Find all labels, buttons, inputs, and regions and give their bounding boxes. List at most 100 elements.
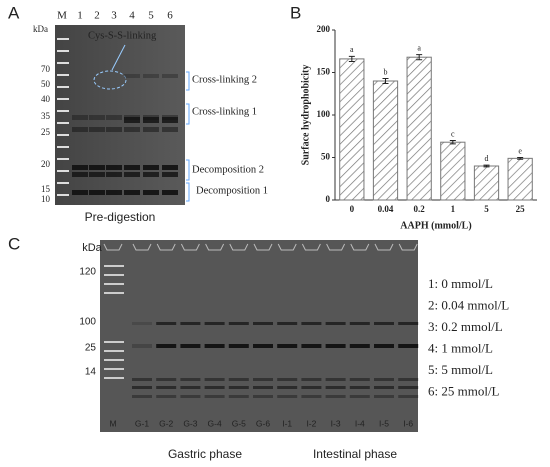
lane-label: 1 (77, 10, 83, 22)
lane-label: I-4 (355, 418, 365, 428)
marker-label: 50 (41, 79, 51, 89)
lane-label: 2 (94, 10, 100, 22)
band (180, 378, 201, 381)
band (132, 344, 152, 348)
legend-entry: 1: 0 mmol/L (428, 276, 493, 291)
annotation: Cross-linking 1 (192, 106, 257, 117)
ladder-band (104, 265, 124, 267)
band (253, 378, 273, 381)
band (72, 190, 88, 195)
band (228, 378, 249, 381)
ladder-band (57, 98, 69, 100)
arrow (111, 44, 126, 71)
band (349, 395, 370, 398)
band (398, 378, 419, 381)
band (124, 117, 140, 123)
band (156, 386, 177, 389)
bar (372, 80, 399, 201)
legend-entry: 3: 0.2 mmol/L (428, 319, 503, 334)
band (106, 165, 122, 170)
well (205, 243, 225, 251)
band (89, 165, 105, 170)
band (124, 127, 140, 132)
band (277, 395, 298, 398)
band (156, 344, 177, 348)
band (143, 117, 159, 123)
band (277, 322, 298, 325)
error-bar (483, 164, 490, 168)
band (72, 165, 88, 170)
band (156, 322, 177, 325)
ladder-band (57, 182, 69, 184)
lane-label: G-3 (183, 418, 197, 428)
bar (507, 157, 533, 201)
y-tick-label: 50 (321, 152, 331, 162)
lane-label: G-5 (232, 418, 246, 428)
phase-label: Intestinal phase (313, 447, 397, 461)
y-tick-label: 0 (326, 194, 331, 204)
band (204, 344, 225, 348)
band (132, 395, 152, 398)
band (228, 395, 249, 398)
marker-label: 35 (41, 111, 51, 121)
y-axis-title: Surface hydrophobicity (300, 65, 311, 166)
x-tick-label: 25 (516, 204, 526, 214)
band (253, 344, 273, 348)
ladder-band (57, 122, 69, 124)
x-tick-label: 0.2 (414, 204, 426, 214)
band (253, 322, 273, 325)
band (228, 322, 249, 325)
significance-letter: e (518, 146, 522, 155)
band (349, 322, 370, 325)
x-tick-label: 5 (484, 204, 489, 214)
marker-label: 40 (41, 94, 51, 104)
significance-letter: d (485, 154, 489, 163)
ladder-band (57, 74, 69, 76)
lane-label: 6 (167, 10, 173, 22)
ladder-band (57, 134, 69, 136)
y-tick-label: 150 (317, 67, 331, 77)
lane-label: I-3 (331, 418, 341, 428)
ladder-band (57, 170, 69, 172)
band (301, 344, 322, 348)
band (253, 386, 273, 389)
marker-label: 25 (85, 343, 97, 354)
phase-label: Gastric phase (168, 447, 242, 461)
marker-label: 70 (41, 64, 51, 74)
band (180, 386, 201, 389)
well (253, 243, 273, 251)
panel-label: A (8, 3, 20, 22)
band (349, 378, 370, 381)
unit-label: kDa (33, 24, 48, 34)
legend-entry: 2: 0.04 mmol/L (428, 297, 509, 312)
legend-entry: 5: 5 mmol/L (428, 362, 493, 377)
annotation: Decomposition 1 (196, 185, 268, 196)
band (106, 115, 122, 120)
band (277, 344, 298, 348)
lane-label: G-6 (256, 418, 270, 428)
lane-label: G-2 (159, 418, 173, 428)
significance-letter: a (417, 43, 421, 52)
bar (339, 58, 365, 201)
band (162, 74, 178, 78)
band (374, 344, 394, 348)
error-bar (416, 54, 423, 61)
well (277, 243, 297, 251)
lane-label: I-2 (306, 418, 316, 428)
band (228, 386, 249, 389)
ladder-band (104, 377, 124, 379)
band (72, 115, 88, 120)
lane-label: M (57, 10, 67, 22)
lane-label: 3 (111, 10, 117, 22)
marker-label: 14 (85, 367, 97, 378)
band (162, 117, 178, 123)
ladder-band (104, 368, 124, 370)
well (374, 243, 394, 251)
ladder-band (57, 62, 69, 64)
well (156, 243, 176, 251)
band (89, 115, 105, 120)
ladder-band (104, 341, 124, 343)
band (349, 386, 370, 389)
band (124, 165, 140, 170)
ladder-band (104, 359, 124, 361)
